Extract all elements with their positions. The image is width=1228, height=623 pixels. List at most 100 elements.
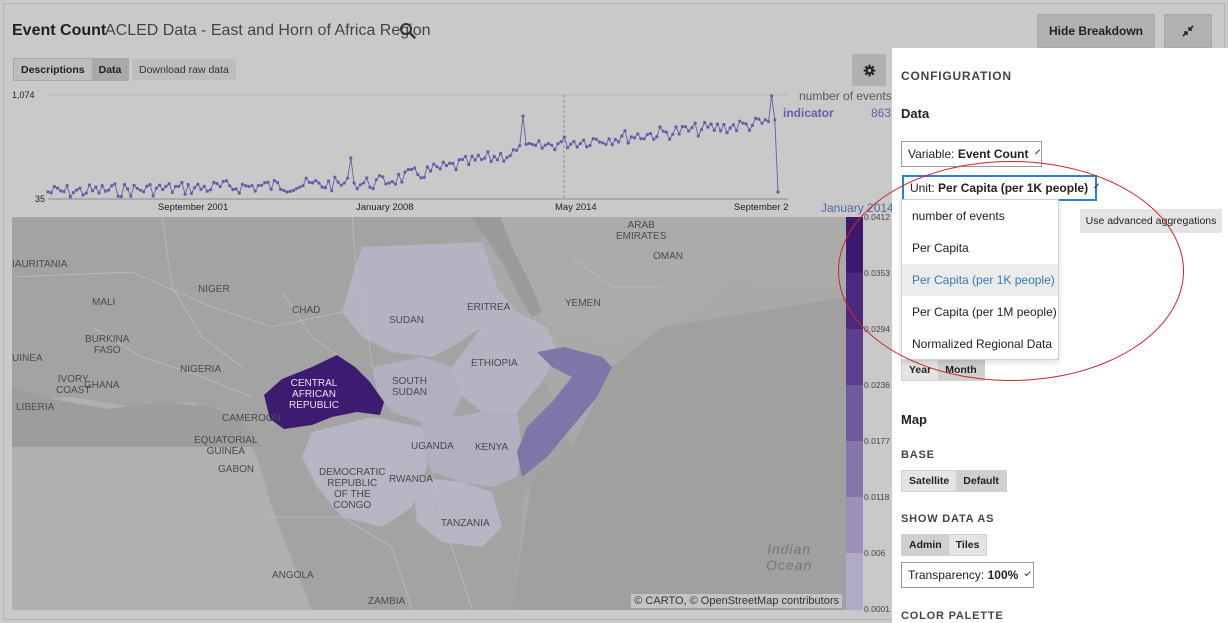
timeline-point — [578, 141, 582, 146]
timeline-point — [183, 192, 187, 196]
base-option-default[interactable]: Default — [956, 471, 1006, 491]
settings-button[interactable] — [852, 54, 886, 86]
map-label-equatorial-guinea: EQUATORIAL GUINEA — [194, 435, 258, 457]
unit-option-per-capita[interactable]: Per Capita — [912, 241, 969, 255]
timeline-point — [419, 176, 423, 180]
timeline-point — [409, 167, 414, 172]
timeline-point — [696, 134, 700, 138]
timeline-point — [177, 184, 181, 188]
timeline-point — [199, 187, 203, 191]
timeline-point — [454, 168, 458, 172]
timeline-x-label: May 2014 — [555, 202, 597, 213]
timeline-x-label: January 2008 — [356, 202, 414, 213]
timeline-chart[interactable] — [12, 88, 890, 216]
timeline-point — [617, 140, 621, 144]
timeline-point — [282, 188, 286, 193]
tab-data[interactable]: Data — [91, 59, 129, 80]
timeline-point — [527, 141, 531, 146]
timeline-point — [387, 181, 391, 185]
timeline-point — [734, 128, 739, 133]
scale-segment — [846, 273, 863, 329]
timeline-point — [81, 193, 85, 197]
scale-segment — [846, 497, 863, 553]
unit-option-number-of-events[interactable]: number of events — [912, 209, 1005, 223]
timeline-point — [575, 145, 579, 149]
timeline-point — [693, 121, 697, 125]
timeline-point — [390, 180, 394, 184]
timeline-point — [680, 124, 684, 129]
timeline-point — [240, 182, 245, 186]
map-label-south-sudan: SOUTH SUDAN — [392, 376, 428, 398]
timeline-point — [253, 189, 257, 193]
show-as-admin[interactable]: Admin — [902, 535, 949, 555]
timeline-point — [122, 182, 127, 187]
dataset-subtitle: ACLED Data - East and Horn of Africa Reg… — [105, 22, 431, 39]
timeline-point — [100, 184, 104, 188]
timeline-point — [173, 184, 178, 189]
timeline-point — [773, 118, 777, 122]
timeline-point — [639, 137, 643, 141]
timeline-point — [272, 179, 276, 183]
timeline-point — [167, 182, 171, 186]
timeline-point — [754, 116, 758, 120]
timeline-point — [448, 161, 452, 165]
unit-option-per-capita-1k[interactable]: Per Capita (per 1K people) — [902, 264, 1058, 296]
timeline-point — [323, 186, 327, 190]
unit-option-normalized-regional[interactable]: Normalized Regional Data — [912, 337, 1053, 351]
timeline-point — [553, 147, 557, 152]
search-icon[interactable] — [399, 22, 416, 39]
timeline-point — [180, 180, 184, 185]
timeline-point — [661, 129, 665, 133]
timeline-point — [416, 172, 420, 177]
timeline-point — [142, 190, 146, 194]
timeline-point — [65, 183, 69, 188]
collapse-button[interactable] — [1164, 14, 1212, 48]
download-raw-data-button[interactable]: Download raw data — [132, 59, 236, 80]
map-attribution[interactable]: © CARTO, © OpenStreetMap contributors — [631, 594, 842, 608]
timeline-point — [581, 138, 586, 142]
timeline-point — [747, 128, 751, 132]
timeline-point — [295, 187, 299, 191]
timeline-point — [355, 187, 359, 191]
timeline-point — [674, 125, 678, 129]
timeline-point — [49, 191, 53, 195]
timeline-point — [607, 137, 611, 141]
timeline-point — [738, 119, 742, 123]
base-option-satellite[interactable]: Satellite — [902, 471, 957, 491]
view-tabs: Descriptions Data — [13, 58, 130, 81]
timeline-point — [384, 182, 388, 186]
unit-option-per-capita-1m[interactable]: Per Capita (per 1M people) — [912, 305, 1057, 319]
timeline-point — [457, 158, 461, 162]
variable-select[interactable]: Variable: Event Count — [901, 141, 1042, 167]
timeline-point — [330, 189, 334, 193]
timeline-point — [231, 187, 235, 192]
timeline-point — [397, 172, 401, 176]
timeline-point — [597, 140, 602, 144]
timeline-point — [202, 184, 206, 188]
advanced-aggregations-button[interactable]: Use advanced aggregations — [1080, 209, 1222, 233]
timeline-point — [365, 176, 369, 180]
timeline-point — [632, 136, 637, 140]
show-as-tiles[interactable]: Tiles — [948, 535, 987, 555]
choropleth-map[interactable]: IAURITANIA MALI NIGER CHAD SUDAN ERITREA… — [12, 217, 846, 610]
transparency-select[interactable]: Transparency: 100% — [901, 562, 1034, 588]
time-option-month[interactable]: Month — [938, 360, 984, 380]
timeline-point — [403, 170, 407, 174]
hide-breakdown-button[interactable]: Hide Breakdown — [1037, 14, 1155, 48]
scale-label: 0.0353 — [864, 268, 890, 278]
timeline-point — [215, 181, 219, 186]
timeline-point — [652, 137, 656, 141]
scale-label: 0.0118 — [864, 492, 890, 502]
timeline-series — [46, 94, 780, 199]
timeline-point — [157, 183, 162, 187]
timeline-point — [741, 121, 745, 125]
timeline-point — [613, 137, 618, 142]
tab-descriptions[interactable]: Descriptions — [14, 59, 92, 80]
legend-metric: number of events — [799, 89, 892, 103]
map-label-uae: ARAB EMIRATES — [616, 220, 667, 242]
timeline-point — [422, 175, 426, 179]
time-option-year[interactable]: Year — [902, 360, 939, 380]
map-label-ivory-coast: IVORY COAST — [56, 374, 91, 396]
unit-select[interactable]: Unit: Per Capita (per 1K people) — [902, 175, 1100, 201]
timeline-point — [719, 129, 723, 133]
